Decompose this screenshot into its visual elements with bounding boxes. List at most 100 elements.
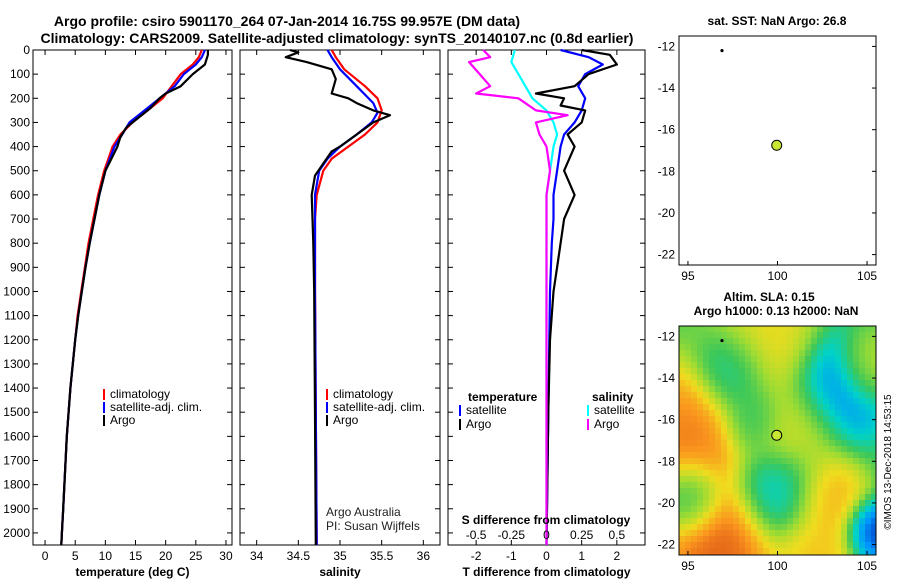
sla-heat-cell <box>769 440 776 447</box>
sla-heat-cell <box>811 368 818 375</box>
x-axis-label: T difference from climatology <box>462 565 630 579</box>
sla-heat-cell <box>805 362 812 369</box>
sla-heat-cell <box>841 392 848 399</box>
sla-heat-cell <box>745 344 752 351</box>
x-tick-label: 35 <box>333 549 347 563</box>
sla-heat-cell <box>793 356 800 363</box>
sla-heat-cell <box>865 422 872 429</box>
sla-heat-cell <box>757 548 764 555</box>
sla-heat-cell <box>763 326 770 333</box>
sla-heat-cell <box>691 512 698 519</box>
sla-heat-cell <box>763 350 770 357</box>
sla-heat-cell <box>715 356 722 363</box>
x-tick-label: 10 <box>99 549 113 563</box>
sla-heat-cell <box>859 362 866 369</box>
sla-heat-cell <box>739 422 746 429</box>
sla-heat-cell <box>745 542 752 549</box>
sla-heat-cell <box>841 512 848 519</box>
sla-heat-cell <box>721 362 728 369</box>
sla-heat-cell <box>715 464 722 471</box>
sla-heat-cell <box>685 446 692 453</box>
sla-heat-cell <box>751 512 758 519</box>
sla-heat-cell <box>841 362 848 369</box>
sla-heat-cell <box>829 404 836 411</box>
sla-heat-cell <box>697 404 704 411</box>
sla-heat-cell <box>823 332 830 339</box>
y-tick-label: 1800 <box>3 478 30 492</box>
sla-heat-cell <box>739 326 746 333</box>
sla-heat-cell <box>715 530 722 537</box>
sla-heat-cell <box>775 530 782 537</box>
sla-heat-cell <box>811 464 818 471</box>
sla-heat-cell <box>781 362 788 369</box>
x-tick-label: 36 <box>417 549 431 563</box>
sla-heat-cell <box>727 362 734 369</box>
sla-heat-cell <box>823 542 830 549</box>
sla-heat-cell <box>733 416 740 423</box>
x-tick-label: 100 <box>767 269 787 283</box>
sla-heat-cell <box>751 488 758 495</box>
sla-heat-cell <box>853 338 860 345</box>
sla-heat-cell <box>811 380 818 387</box>
sla-heat-cell <box>733 494 740 501</box>
x-tick-label: 100 <box>767 559 787 573</box>
sla-heat-cell <box>871 548 877 555</box>
sla-heat-cell <box>751 440 758 447</box>
sla-heat-cell <box>757 434 764 441</box>
sla-heat-cell <box>685 434 692 441</box>
sla-heat-cell <box>757 428 764 435</box>
sla-heat-cell <box>715 452 722 459</box>
sla-heat-cell <box>709 518 716 525</box>
s-tick-label: 0.5 <box>609 528 626 542</box>
sla-heat-cell <box>787 326 794 333</box>
sla-heat-cell <box>727 386 734 393</box>
sla-heat-cell <box>811 542 818 549</box>
sla-heat-cell <box>817 482 824 489</box>
sla-heat-cell <box>775 476 782 483</box>
sla-heat-cell <box>829 374 836 381</box>
sla-heat-cell <box>805 428 812 435</box>
sla-heat-cell <box>793 398 800 405</box>
sla-heat-cell <box>685 356 692 363</box>
sla-heat-cell <box>853 470 860 477</box>
sla-heat-cell <box>715 500 722 507</box>
sla-heat-cell <box>853 362 860 369</box>
sla-heat-cell <box>709 344 716 351</box>
sla-heat-cell <box>817 446 824 453</box>
legend-label: Argo <box>333 413 359 427</box>
sla-heat-cell <box>769 458 776 465</box>
sla-heat-cell <box>745 470 752 477</box>
sla-heat-cell <box>745 374 752 381</box>
y-tick-label: 700 <box>10 212 30 226</box>
sla-heat-cell <box>841 422 848 429</box>
s-tick-label: 0.25 <box>570 528 594 542</box>
sla-heat-cell <box>793 452 800 459</box>
sla-heat-cell <box>703 362 710 369</box>
s-tick-label: -0.5 <box>466 528 487 542</box>
sla-heat-cell <box>853 464 860 471</box>
sla-heat-cell <box>721 470 728 477</box>
sla-heat-cell <box>757 404 764 411</box>
sla-heat-cell <box>679 440 686 447</box>
sla-heat-cell <box>775 458 782 465</box>
sla-heat-cell <box>703 368 710 375</box>
sla-heat-cell <box>835 476 842 483</box>
sla-heat-cell <box>679 494 686 501</box>
sla-heat-cell <box>865 410 872 417</box>
sla-heat-cell <box>871 428 877 435</box>
sla-heat-cell <box>787 548 794 555</box>
sla-heat-cell <box>679 326 686 333</box>
sla-heat-cell <box>865 530 872 537</box>
sla-heat-cell <box>811 500 818 507</box>
sla-heat-cell <box>769 428 776 435</box>
sla-heat-cell <box>841 470 848 477</box>
sla-heat-cell <box>823 362 830 369</box>
sla-heat-cell <box>853 368 860 375</box>
sla-heat-cell <box>703 386 710 393</box>
sla-heat-cell <box>679 344 686 351</box>
sla-heat-cell <box>727 440 734 447</box>
sla-heat-cell <box>751 470 758 477</box>
sla-heat-cell <box>691 398 698 405</box>
sla-heat-cell <box>733 410 740 417</box>
sla-heat-cell <box>703 506 710 513</box>
